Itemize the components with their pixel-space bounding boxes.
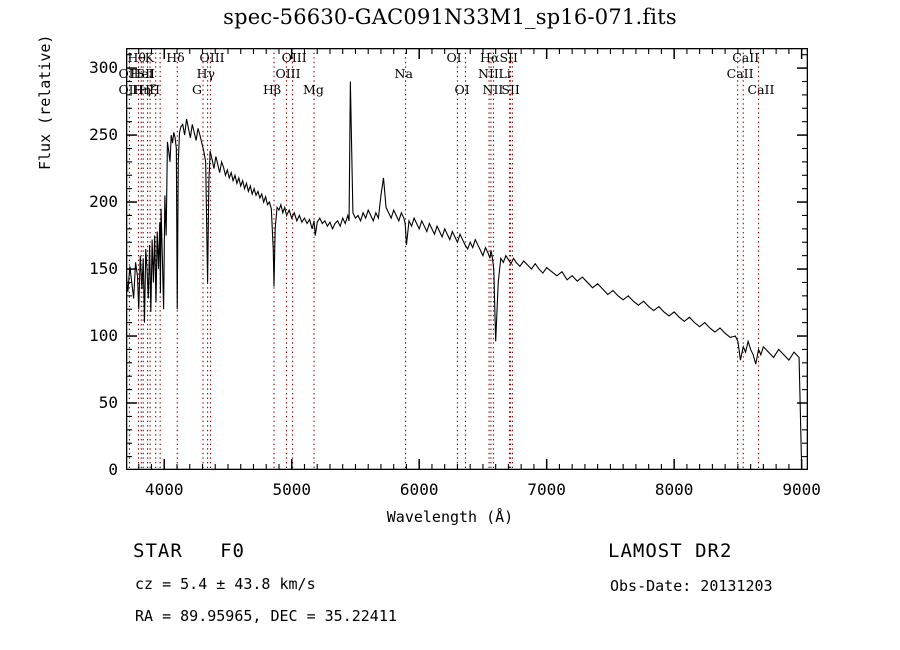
spectral-line-label: OII bbox=[118, 66, 139, 81]
spectral-line-label: HeI bbox=[130, 66, 154, 81]
spectral-line-label: Hβ bbox=[263, 82, 282, 97]
x-tick-label: 9000 bbox=[782, 480, 821, 499]
spectral-line-label: OIII bbox=[281, 50, 307, 65]
footer-coordinates: RA = 89.95965, DEC = 35.22411 bbox=[135, 607, 397, 625]
spectral-line-label: CaII bbox=[726, 66, 754, 81]
footer-obs-date: Obs-Date: 20131203 bbox=[610, 577, 773, 595]
y-axis-title: Flux (relative) bbox=[36, 34, 54, 170]
y-tick-label: 50 bbox=[98, 393, 118, 413]
y-tick-label: 250 bbox=[89, 125, 118, 145]
y-tick-label: 200 bbox=[89, 192, 118, 212]
spectral-line-label: Hγ bbox=[196, 66, 215, 81]
spectral-line-label: Hα bbox=[479, 50, 500, 65]
x-tick-label: 6000 bbox=[399, 480, 439, 499]
spectrum-svg bbox=[126, 48, 808, 470]
y-tick-label: 150 bbox=[89, 259, 118, 279]
y-tick-label: 300 bbox=[89, 58, 118, 78]
spectral-line-label: OI bbox=[454, 82, 470, 97]
x-axis-title: Wavelength (Å) bbox=[386, 508, 514, 526]
spectral-line-label: Hδ bbox=[166, 50, 185, 65]
x-tick-label: 8000 bbox=[654, 480, 694, 499]
x-tick-label: 4000 bbox=[144, 480, 184, 499]
spectral-line-label: Hζ bbox=[139, 82, 157, 97]
object-type-value: STAR bbox=[133, 540, 183, 562]
spectral-line-label: NII bbox=[478, 66, 499, 81]
spectral-line-label: CaII bbox=[747, 82, 775, 97]
spectral-line-label: OIII bbox=[275, 66, 301, 81]
y-tick-label: 100 bbox=[89, 326, 118, 346]
spectral-line-label: SII bbox=[136, 66, 155, 81]
spectral-line-label: G bbox=[191, 82, 202, 97]
spectrum-chart bbox=[126, 48, 808, 470]
spectral-line-label: Mg bbox=[303, 82, 324, 97]
spectral-line-label: Li bbox=[498, 66, 511, 81]
plot-frame bbox=[126, 48, 808, 470]
footer-object-type: STAR F0 bbox=[133, 540, 245, 562]
spectral-line-label: SII bbox=[499, 50, 518, 65]
spectral-line-label: Hη bbox=[132, 82, 151, 97]
y-tick-label: 0 bbox=[108, 460, 118, 479]
spectral-line-label: K bbox=[144, 50, 155, 65]
spectral-line-label: H bbox=[149, 82, 161, 97]
x-tick-label: 5000 bbox=[272, 480, 311, 499]
spectral-class-value: F0 bbox=[220, 540, 245, 562]
spectral-line-label: Na bbox=[394, 66, 413, 81]
spectral-line-label: Hθ bbox=[127, 50, 146, 65]
footer-survey: LAMOST DR2 bbox=[608, 540, 733, 562]
spectral-line-label: OII bbox=[118, 82, 139, 97]
spectral-line-label: OI bbox=[446, 50, 462, 65]
spectral-line-label: OIII bbox=[199, 50, 225, 65]
footer-redshift: cz = 5.4 ± 43.8 km/s bbox=[135, 575, 316, 593]
spectrum-trace bbox=[126, 81, 803, 468]
spectral-line-label: NII bbox=[482, 82, 504, 97]
page-title: spec-56630-GAC091N33M1_sp16-071.fits bbox=[223, 5, 677, 29]
spectral-line-label: SII bbox=[501, 82, 520, 97]
spectral-line-label: CaII bbox=[732, 50, 760, 65]
x-tick-label: 7000 bbox=[527, 480, 566, 499]
